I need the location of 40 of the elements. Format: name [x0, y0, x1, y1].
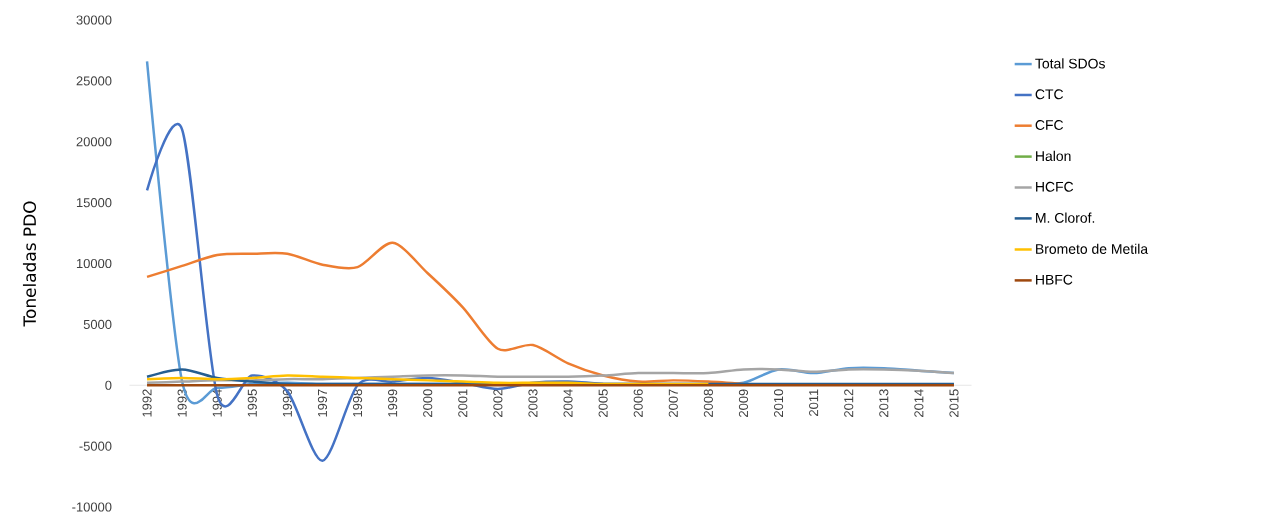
x-tick-label: 2001 [458, 389, 468, 417]
x-tick-label: 2014 [914, 389, 924, 417]
y-tick-label: 30000 [76, 15, 112, 25]
y-axis-title: Toneladas PDO [22, 201, 37, 327]
x-tick-label: 2005 [598, 389, 608, 417]
x-tick-label: 2009 [738, 389, 749, 417]
x-tick-label: 2013 [879, 389, 889, 417]
legend-label: M. Clorof. [1036, 212, 1095, 223]
x-tick-label: 2000 [423, 389, 433, 417]
y-tick-label: 10000 [76, 258, 112, 269]
x-tick-label: 2006 [633, 389, 643, 417]
x-tick-label: 1999 [388, 389, 398, 417]
legend-label: HCFC [1036, 181, 1074, 192]
line-series [145, 374, 710, 386]
x-tick-label: 2012 [844, 389, 854, 417]
legend-label: CTC [1035, 89, 1064, 100]
x-tick-label: 1992 [142, 389, 152, 417]
y-tick-label: 20000 [76, 137, 112, 147]
legend-label: Total SDOs [1035, 58, 1105, 69]
x-tick-label: 2002 [493, 389, 503, 417]
x-tick-label: 1998 [352, 389, 363, 417]
y-tick-label: 5000 [83, 319, 112, 329]
legend-label: CFC [1035, 120, 1064, 130]
y-tick-label: -10000 [72, 502, 112, 512]
x-tick-label: 2010 [773, 389, 784, 417]
x-tick-label: 2007 [668, 389, 678, 417]
x-tick-label: 2015 [949, 389, 959, 417]
x-tick-label: 2003 [528, 389, 538, 417]
legend-label: Halon [1036, 150, 1071, 162]
x-tick-label: 2008 [703, 389, 713, 417]
x-tick-label: 1997 [317, 389, 328, 417]
legend-label: HBFC [1036, 274, 1073, 285]
y-tick-label: 15000 [76, 198, 112, 208]
y-tick-label: -5000 [79, 441, 112, 451]
x-tick-label: 2004 [563, 389, 573, 417]
y-tick-label: 25000 [76, 76, 112, 86]
x-tick-label: 2011 [809, 389, 819, 416]
legend-label: Brometo de Metila [1036, 243, 1149, 254]
x-tick-label: 1995 [247, 389, 257, 417]
y-tick-label: 0 [105, 380, 112, 390]
